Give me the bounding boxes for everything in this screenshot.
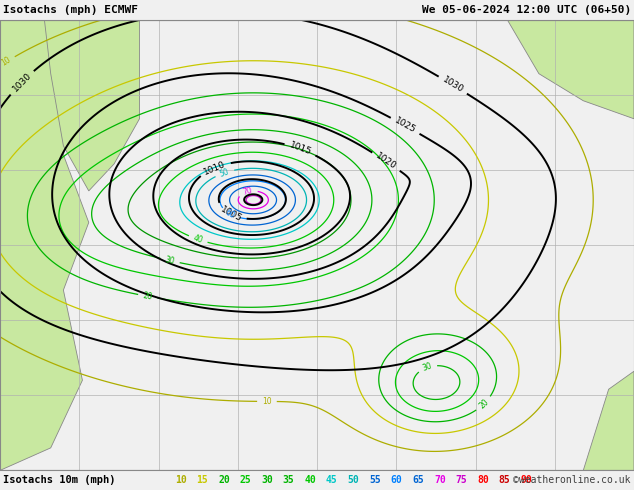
Text: 75: 75 bbox=[456, 475, 467, 485]
Text: 35: 35 bbox=[283, 475, 295, 485]
Text: 10: 10 bbox=[0, 55, 13, 68]
Polygon shape bbox=[44, 20, 139, 191]
Polygon shape bbox=[0, 20, 89, 470]
Text: 25: 25 bbox=[240, 475, 251, 485]
Polygon shape bbox=[583, 371, 634, 470]
Text: 1010: 1010 bbox=[203, 159, 228, 176]
Text: 65: 65 bbox=[412, 475, 424, 485]
Text: We 05-06-2024 12:00 UTC (06+50): We 05-06-2024 12:00 UTC (06+50) bbox=[422, 5, 631, 15]
Text: 85: 85 bbox=[499, 475, 510, 485]
Text: 70: 70 bbox=[434, 475, 446, 485]
Text: 60: 60 bbox=[224, 208, 237, 220]
Text: 1030: 1030 bbox=[441, 75, 465, 95]
Text: 50: 50 bbox=[219, 167, 231, 179]
Text: 1020: 1020 bbox=[374, 151, 398, 172]
Text: 10: 10 bbox=[175, 475, 186, 485]
Text: 20: 20 bbox=[218, 475, 230, 485]
Text: 45: 45 bbox=[326, 475, 338, 485]
Text: ©weatheronline.co.uk: ©weatheronline.co.uk bbox=[514, 475, 631, 485]
Polygon shape bbox=[507, 20, 634, 119]
Text: 90: 90 bbox=[521, 475, 532, 485]
Text: 70: 70 bbox=[242, 186, 254, 197]
Text: 80: 80 bbox=[477, 475, 489, 485]
Text: Isotachs (mph) ECMWF: Isotachs (mph) ECMWF bbox=[3, 5, 138, 15]
Text: 10: 10 bbox=[262, 397, 272, 406]
Text: 20: 20 bbox=[477, 397, 491, 411]
Text: 30: 30 bbox=[422, 362, 434, 373]
Text: 1015: 1015 bbox=[288, 141, 313, 157]
Text: 15: 15 bbox=[197, 475, 208, 485]
Text: 55: 55 bbox=[369, 475, 381, 485]
Text: 1025: 1025 bbox=[393, 116, 417, 135]
Text: 40: 40 bbox=[192, 234, 204, 245]
Text: 20: 20 bbox=[142, 291, 153, 302]
Text: 1030: 1030 bbox=[11, 71, 33, 94]
Text: 30: 30 bbox=[261, 475, 273, 485]
Text: 30: 30 bbox=[164, 255, 176, 266]
Text: 40: 40 bbox=[304, 475, 316, 485]
Text: 60: 60 bbox=[391, 475, 403, 485]
Text: 1005: 1005 bbox=[219, 205, 243, 223]
Text: 50: 50 bbox=[347, 475, 359, 485]
Text: Isotachs 10m (mph): Isotachs 10m (mph) bbox=[3, 475, 115, 485]
